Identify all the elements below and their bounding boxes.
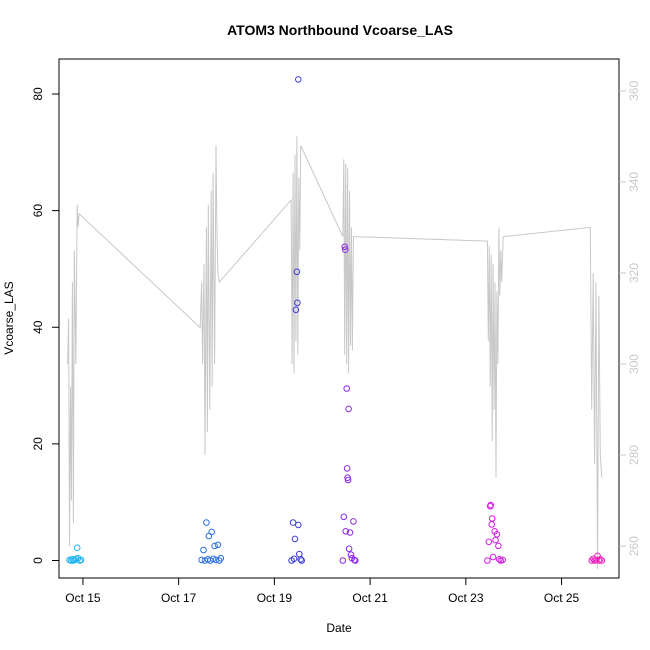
line-series [67, 136, 603, 569]
right-y-tick-label: 340 [627, 172, 641, 192]
data-point [496, 556, 503, 563]
data-point [198, 556, 205, 564]
data-point [488, 515, 496, 522]
x-axis-label: Date [326, 621, 352, 635]
data-point [347, 551, 355, 559]
y-tick-label: 60 [31, 204, 45, 218]
data-point [295, 521, 302, 529]
data-point [499, 556, 507, 564]
y-tick-label: 20 [31, 437, 45, 451]
data-point [487, 501, 495, 509]
y-tick-label: 40 [31, 320, 45, 334]
right-y-tick-label: 320 [627, 263, 641, 283]
data-point [595, 557, 603, 564]
x-axis: Oct 15 Oct 17 Oct 19 Oct 21 Oct 23 Oct 25 [65, 578, 580, 605]
line-series-layer [67, 136, 603, 569]
y-tick-label: 0 [31, 557, 45, 564]
x-tick-label: Oct 25 [544, 591, 580, 605]
data-point [292, 306, 300, 314]
right-y-tick-label: 280 [627, 445, 641, 465]
data-point [352, 557, 359, 564]
y-axis-label: Vcoarse_LAS [2, 281, 16, 354]
data-point [346, 529, 354, 536]
data-point [489, 553, 497, 561]
right-y-tick-label: 360 [627, 81, 641, 101]
data-point [343, 465, 351, 472]
data-point [217, 554, 225, 562]
data-point [350, 518, 357, 525]
x-tick-label: Oct 15 [65, 591, 101, 605]
data-point [294, 299, 301, 307]
points-layer [66, 76, 606, 564]
x-tick-label: Oct 19 [257, 591, 293, 605]
data-point [484, 557, 491, 564]
data-point [598, 557, 606, 564]
data-point [295, 76, 302, 83]
data-point [340, 513, 348, 521]
data-point [495, 542, 502, 550]
data-point [345, 405, 352, 413]
data-point [209, 555, 217, 563]
x-tick-label: Oct 23 [448, 591, 484, 605]
data-point [597, 556, 604, 563]
data-point [297, 556, 305, 563]
plot-frame [58, 58, 620, 579]
data-point [200, 546, 207, 554]
data-point [345, 545, 353, 553]
data-point [588, 557, 596, 564]
data-point [211, 542, 218, 550]
data-point [344, 476, 352, 484]
data-point [339, 557, 347, 564]
data-point [293, 268, 301, 276]
data-point [203, 519, 210, 526]
data-point [298, 557, 306, 564]
y-tick-label: 80 [31, 87, 45, 101]
data-point [214, 541, 222, 549]
data-point [485, 538, 493, 546]
chart-title: ATOM3 Northbound Vcoarse_LAS [227, 22, 453, 38]
data-point [73, 544, 81, 552]
data-point [343, 385, 351, 392]
data-point [291, 535, 299, 543]
x-tick-label: Oct 21 [352, 591, 388, 605]
data-point [289, 519, 297, 526]
data-point [71, 556, 79, 564]
data-point [341, 243, 349, 251]
data-point [208, 528, 215, 536]
data-point [492, 536, 499, 544]
right-y-tick-label: 300 [627, 354, 641, 374]
data-point [342, 528, 350, 535]
x-tick-label: Oct 17 [161, 591, 197, 605]
data-point [77, 556, 85, 564]
data-point [290, 555, 298, 563]
y-axis-left: 0 20 40 60 80 [31, 87, 59, 564]
right-y-tick-label: 260 [627, 536, 641, 556]
data-point [493, 531, 501, 538]
y-axis-right: 260 280 300 320 340 360 [619, 81, 641, 556]
data-point [341, 246, 349, 253]
